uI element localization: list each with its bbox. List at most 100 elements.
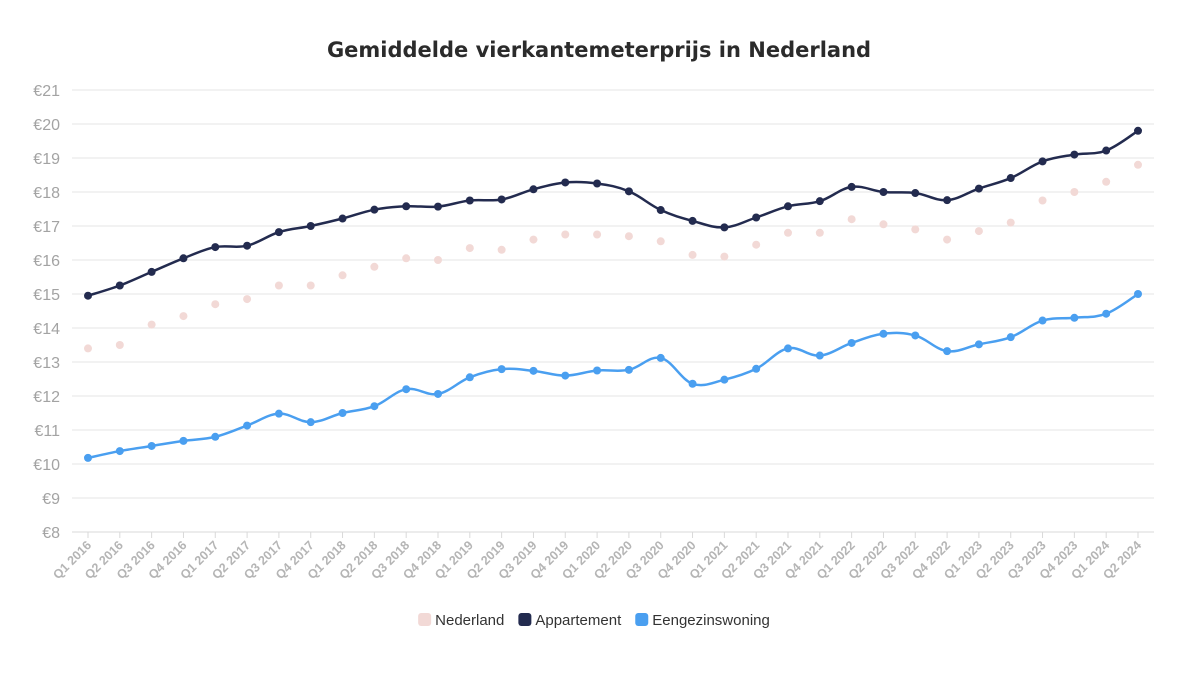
data-point-nederland[interactable] bbox=[720, 252, 729, 261]
data-point-nederland[interactable] bbox=[529, 235, 538, 244]
data-point-appartement[interactable] bbox=[274, 228, 283, 237]
data-point-nederland[interactable] bbox=[688, 250, 697, 259]
data-point-nederland[interactable] bbox=[402, 254, 411, 263]
data-point-eengezinswoning[interactable] bbox=[911, 331, 920, 340]
data-point-appartement[interactable] bbox=[1006, 174, 1015, 183]
data-point-eengezinswoning[interactable] bbox=[593, 366, 602, 375]
data-point-eengezinswoning[interactable] bbox=[943, 347, 952, 356]
data-point-eengezinswoning[interactable] bbox=[1134, 290, 1142, 298]
data-point-appartement[interactable] bbox=[497, 195, 506, 204]
data-point-nederland[interactable] bbox=[84, 344, 92, 353]
data-point-nederland[interactable] bbox=[911, 225, 920, 234]
data-point-eengezinswoning[interactable] bbox=[179, 436, 188, 445]
data-point-nederland[interactable] bbox=[465, 244, 474, 253]
data-point-appartement[interactable] bbox=[752, 213, 761, 222]
data-point-appartement[interactable] bbox=[784, 202, 792, 211]
data-point-nederland[interactable] bbox=[211, 300, 220, 309]
data-point-eengezinswoning[interactable] bbox=[370, 402, 379, 411]
data-point-eengezinswoning[interactable] bbox=[815, 351, 824, 360]
data-point-eengezinswoning[interactable] bbox=[274, 409, 283, 418]
data-point-appartement[interactable] bbox=[1070, 150, 1079, 159]
data-point-nederland[interactable] bbox=[1006, 218, 1015, 227]
data-point-nederland[interactable] bbox=[497, 245, 506, 254]
data-point-eengezinswoning[interactable] bbox=[243, 421, 252, 430]
data-point-appartement[interactable] bbox=[370, 205, 379, 214]
data-point-appartement[interactable] bbox=[402, 202, 411, 211]
data-point-appartement[interactable] bbox=[720, 223, 729, 232]
data-point-appartement[interactable] bbox=[434, 202, 442, 211]
data-point-nederland[interactable] bbox=[847, 215, 856, 224]
data-point-appartement[interactable] bbox=[624, 187, 633, 196]
data-point-eengezinswoning[interactable] bbox=[147, 441, 156, 450]
data-point-appartement[interactable] bbox=[561, 178, 570, 187]
data-point-eengezinswoning[interactable] bbox=[1038, 316, 1047, 325]
data-point-eengezinswoning[interactable] bbox=[338, 409, 347, 417]
data-point-nederland[interactable] bbox=[784, 228, 792, 237]
legend-item-nederland[interactable]: Nederland bbox=[418, 612, 504, 629]
data-point-appartement[interactable] bbox=[147, 267, 156, 276]
data-point-nederland[interactable] bbox=[338, 271, 347, 280]
data-point-eengezinswoning[interactable] bbox=[879, 329, 888, 338]
data-point-appartement[interactable] bbox=[306, 222, 315, 230]
data-point-eengezinswoning[interactable] bbox=[434, 389, 442, 398]
data-point-nederland[interactable] bbox=[1102, 177, 1111, 186]
data-point-eengezinswoning[interactable] bbox=[847, 338, 856, 347]
data-point-appartement[interactable] bbox=[529, 185, 538, 194]
data-point-appartement[interactable] bbox=[1038, 157, 1047, 166]
data-point-eengezinswoning[interactable] bbox=[211, 432, 220, 441]
data-point-eengezinswoning[interactable] bbox=[720, 375, 729, 384]
data-point-eengezinswoning[interactable] bbox=[561, 371, 570, 380]
data-point-appartement[interactable] bbox=[465, 196, 474, 205]
data-point-eengezinswoning[interactable] bbox=[529, 366, 538, 375]
data-point-nederland[interactable] bbox=[879, 220, 888, 229]
legend-item-appartement[interactable]: Appartement bbox=[518, 612, 622, 629]
data-point-appartement[interactable] bbox=[815, 197, 824, 206]
data-point-nederland[interactable] bbox=[1070, 188, 1079, 196]
data-point-appartement[interactable] bbox=[847, 182, 856, 191]
data-point-appartement[interactable] bbox=[243, 241, 252, 250]
data-point-eengezinswoning[interactable] bbox=[784, 344, 792, 353]
data-point-nederland[interactable] bbox=[434, 256, 442, 264]
data-point-eengezinswoning[interactable] bbox=[115, 447, 124, 456]
data-point-eengezinswoning[interactable] bbox=[402, 385, 411, 394]
data-point-appartement[interactable] bbox=[1102, 146, 1111, 155]
data-point-nederland[interactable] bbox=[815, 228, 824, 237]
data-point-nederland[interactable] bbox=[179, 312, 188, 321]
data-point-nederland[interactable] bbox=[1038, 196, 1047, 205]
data-point-eengezinswoning[interactable] bbox=[624, 365, 633, 374]
data-point-eengezinswoning[interactable] bbox=[306, 418, 315, 427]
data-point-eengezinswoning[interactable] bbox=[1006, 333, 1015, 342]
data-point-nederland[interactable] bbox=[656, 237, 665, 246]
data-point-appartement[interactable] bbox=[593, 179, 602, 188]
data-point-nederland[interactable] bbox=[752, 240, 761, 249]
data-point-appartement[interactable] bbox=[338, 214, 347, 223]
data-point-nederland[interactable] bbox=[243, 295, 252, 304]
data-point-eengezinswoning[interactable] bbox=[974, 340, 983, 349]
data-point-nederland[interactable] bbox=[115, 341, 124, 349]
data-point-appartement[interactable] bbox=[84, 291, 92, 300]
data-point-eengezinswoning[interactable] bbox=[497, 365, 506, 374]
data-point-appartement[interactable] bbox=[179, 254, 188, 263]
data-point-eengezinswoning[interactable] bbox=[656, 353, 665, 362]
data-point-eengezinswoning[interactable] bbox=[1070, 313, 1079, 322]
data-point-appartement[interactable] bbox=[911, 189, 920, 198]
data-point-appartement[interactable] bbox=[1134, 126, 1142, 135]
data-point-eengezinswoning[interactable] bbox=[752, 364, 761, 373]
data-point-nederland[interactable] bbox=[593, 230, 602, 239]
data-point-eengezinswoning[interactable] bbox=[1102, 309, 1111, 318]
data-point-eengezinswoning[interactable] bbox=[688, 379, 697, 388]
data-point-appartement[interactable] bbox=[879, 188, 888, 196]
data-point-nederland[interactable] bbox=[274, 281, 283, 290]
data-point-nederland[interactable] bbox=[370, 262, 379, 271]
data-point-nederland[interactable] bbox=[306, 281, 315, 290]
legend-item-eengezinswoning[interactable]: Eengezinswoning bbox=[635, 612, 770, 629]
data-point-nederland[interactable] bbox=[561, 230, 570, 239]
data-point-appartement[interactable] bbox=[688, 216, 697, 225]
data-point-appartement[interactable] bbox=[656, 206, 665, 215]
data-point-nederland[interactable] bbox=[624, 232, 633, 241]
data-point-eengezinswoning[interactable] bbox=[84, 453, 92, 462]
data-point-appartement[interactable] bbox=[974, 184, 983, 193]
data-point-appartement[interactable] bbox=[115, 281, 124, 290]
data-point-nederland[interactable] bbox=[974, 227, 983, 236]
data-point-nederland[interactable] bbox=[147, 320, 156, 329]
